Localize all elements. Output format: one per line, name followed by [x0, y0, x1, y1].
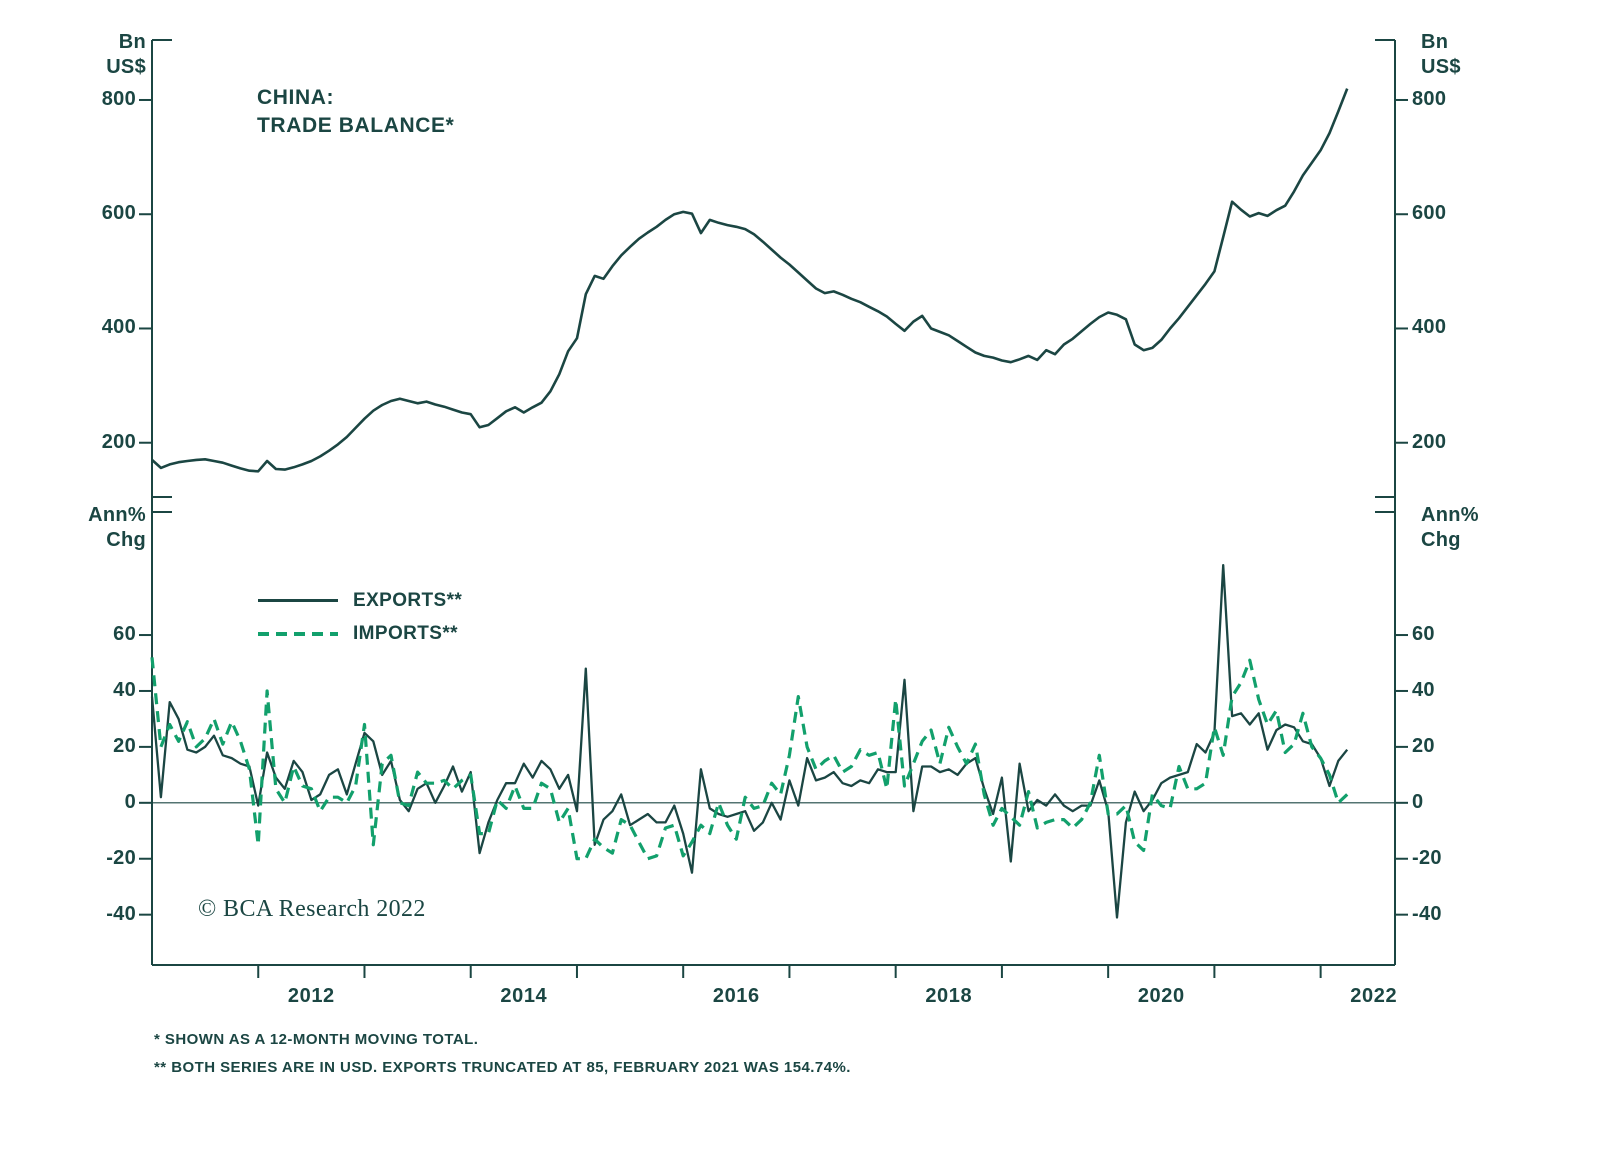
- y-axis-tick-label: 40: [1412, 678, 1435, 701]
- y-axis-unit-bottom-right: Ann% Chg: [1421, 503, 1511, 553]
- y-axis-tick-label: 800: [1412, 87, 1447, 110]
- y-axis-tick-label: 400: [1412, 316, 1447, 339]
- y-axis-tick-label: -20: [106, 846, 136, 869]
- x-axis-tick-label: 2016: [712, 985, 760, 1007]
- unit-line: Ann%: [88, 504, 146, 526]
- y-axis-tick-label: 60: [1412, 623, 1435, 646]
- y-axis-tick-label: 40: [113, 678, 136, 701]
- y-axis-unit-bottom-left: Ann% Chg: [60, 503, 146, 553]
- chart-title: CHINA: TRADE BALANCE*: [257, 84, 454, 140]
- footnotes: * SHOWN AS A 12-MONTH MOVING TOTAL. ** B…: [154, 1026, 851, 1082]
- unit-line: Bn: [118, 31, 146, 53]
- y-axis-unit-top-left: Bn US$: [60, 30, 146, 80]
- footnote-line-2: ** BOTH SERIES ARE IN USD. EXPORTS TRUNC…: [154, 1059, 851, 1076]
- x-axis-tick-label: 2022: [1350, 985, 1398, 1007]
- x-axis-tick-label: 2018: [925, 985, 973, 1007]
- y-axis-tick-label: 600: [1412, 202, 1447, 225]
- chart-title-line: TRADE BALANCE*: [257, 114, 455, 137]
- footnote-line-1: * SHOWN AS A 12-MONTH MOVING TOTAL.: [154, 1031, 479, 1048]
- y-axis-unit-top-right: Bn US$: [1421, 30, 1511, 80]
- x-axis-tick-label: 2020: [1137, 985, 1185, 1007]
- x-axis-tick-label: 2012: [287, 985, 335, 1007]
- y-axis-tick-label: 60: [113, 623, 136, 646]
- y-axis-tick-label: -20: [1412, 846, 1442, 869]
- unit-line: US$: [106, 56, 146, 78]
- legend-label-exports: EXPORTS**: [353, 589, 463, 611]
- copyright-text: © BCA Research 2022: [198, 896, 426, 922]
- exports-line-sample: [258, 599, 338, 602]
- y-axis-tick-label: 0: [1412, 790, 1424, 813]
- y-axis-tick-label: 400: [101, 316, 136, 339]
- unit-line: Chg: [106, 529, 146, 551]
- chart-title-line: CHINA:: [257, 86, 335, 109]
- unit-line: Bn: [1421, 31, 1449, 53]
- unit-line: US$: [1421, 56, 1461, 78]
- y-axis-tick-label: 20: [113, 734, 136, 757]
- trade-balance-line: [151, 88, 1349, 473]
- y-axis-tick-label: 800: [101, 87, 136, 110]
- y-axis-tick-label: -40: [1412, 902, 1442, 925]
- y-axis-tick-label: 600: [101, 202, 136, 225]
- unit-line: Chg: [1421, 529, 1461, 551]
- legend-item-exports: EXPORTS**: [258, 584, 462, 617]
- legend-item-imports: IMPORTS**: [258, 617, 462, 650]
- imports-line: [150, 657, 1349, 861]
- y-axis-tick-label: -40: [106, 902, 136, 925]
- legend-label-imports: IMPORTS**: [353, 622, 458, 644]
- y-axis-tick-label: 0: [124, 790, 136, 813]
- exports-line: [150, 563, 1349, 919]
- legend: EXPORTS** IMPORTS**: [258, 584, 462, 650]
- y-axis-tick-label: 200: [1412, 430, 1447, 453]
- x-axis-tick-label: 2014: [500, 985, 548, 1007]
- imports-line-sample: [258, 631, 338, 636]
- y-axis-tick-label: 200: [101, 430, 136, 453]
- unit-line: Ann%: [1421, 504, 1479, 526]
- y-axis-tick-label: 20: [1412, 734, 1435, 757]
